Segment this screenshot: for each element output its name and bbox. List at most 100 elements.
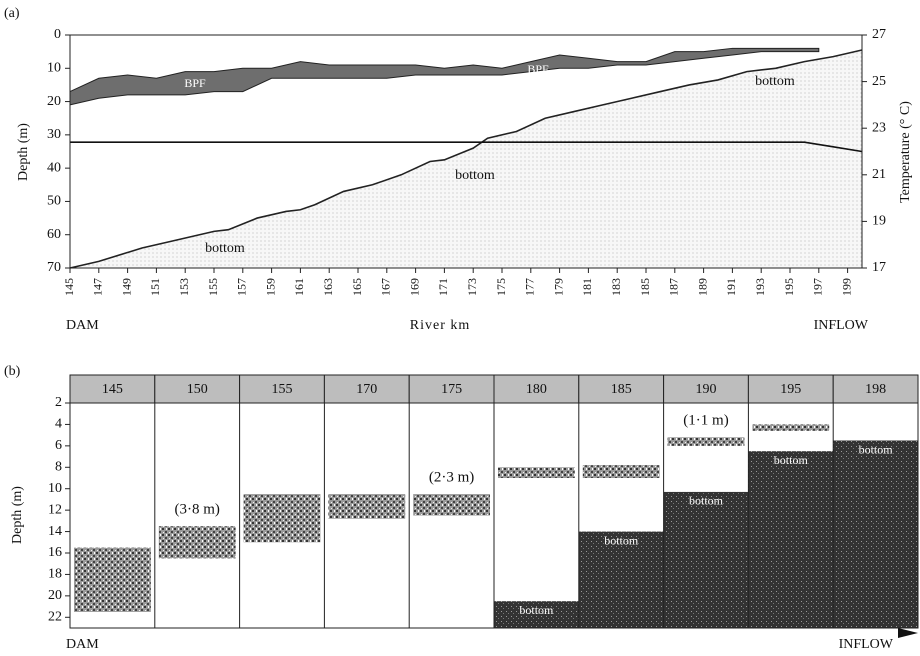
bottom-echo — [663, 491, 749, 628]
column-header — [69, 374, 156, 404]
y-tick-label: 14 — [48, 524, 62, 539]
x-tick-label: 171 — [436, 278, 450, 296]
right-note: INFLOW — [839, 637, 894, 652]
left-note: DAM — [66, 318, 99, 333]
inflow-arrow — [898, 628, 918, 638]
y2-tick-label: 27 — [872, 27, 886, 42]
y-tick-label: 10 — [47, 61, 61, 76]
fish-layer — [582, 465, 660, 478]
x-tick-label: 165 — [350, 278, 364, 296]
column-label: 180 — [526, 382, 547, 397]
y2-axis-title: Temperature (° C) — [898, 101, 913, 203]
column-header — [323, 374, 410, 404]
y-tick-label: 2 — [55, 395, 62, 410]
layer-note: (1·1 m) — [683, 413, 728, 429]
x-tick-label: 197 — [811, 278, 825, 296]
right-note: INFLOW — [814, 318, 869, 333]
column-label: 195 — [780, 382, 801, 397]
x-tick-label: 181 — [580, 278, 594, 296]
column-header — [832, 374, 919, 404]
y-tick-label: 6 — [55, 438, 62, 453]
column-label: 185 — [611, 382, 632, 397]
column-header — [578, 374, 665, 404]
echogram-border — [69, 402, 919, 629]
y-tick-label: 60 — [47, 227, 61, 242]
plot-border — [69, 34, 863, 269]
x-tick-label: 183 — [609, 278, 623, 296]
y-axis-title: Depth (m) — [16, 123, 31, 181]
x-tick-label: 177 — [523, 278, 537, 296]
x-tick-label: 161 — [292, 278, 306, 296]
annotation: BPF — [527, 62, 549, 76]
x-tick-label: 147 — [91, 278, 105, 296]
annotation: bottom — [755, 74, 795, 89]
layer-note: (3·8 m) — [174, 502, 219, 518]
y-tick-label: 18 — [48, 567, 62, 582]
column-label: 198 — [865, 382, 886, 397]
y2-tick-label: 25 — [872, 74, 886, 89]
bottom-label: bottom — [604, 533, 639, 547]
x-tick-label: 185 — [638, 278, 652, 296]
bottom-echo — [494, 601, 579, 628]
x-tick-label: 191 — [724, 278, 738, 296]
column-label: 155 — [272, 382, 293, 397]
y-tick-label: 12 — [48, 502, 62, 517]
x-tick-label: 173 — [465, 278, 479, 296]
annotation: bottom — [205, 241, 245, 256]
x-tick-label: 169 — [407, 278, 421, 296]
x-tick-label: 151 — [148, 278, 162, 296]
y-tick-label: 8 — [55, 460, 62, 475]
y-tick-label: 50 — [47, 194, 61, 209]
fish-layer — [328, 494, 406, 519]
left-note: DAM — [66, 637, 99, 652]
x-tick-label: 189 — [695, 278, 709, 296]
y-tick-label: 20 — [47, 94, 61, 109]
panel-label: (a) — [4, 6, 20, 21]
bottom-label: bottom — [689, 494, 724, 508]
y-tick-label: 22 — [48, 610, 62, 625]
column-label: 145 — [102, 382, 123, 397]
bottom-line — [69, 49, 863, 269]
x-tick-label: 167 — [379, 278, 393, 296]
bottom-label: bottom — [774, 453, 809, 467]
y-tick-label: 70 — [47, 260, 61, 275]
y-tick-label: 4 — [55, 417, 62, 432]
bottom-label: bottom — [859, 442, 894, 456]
x-tick-label: 175 — [494, 278, 508, 296]
x-tick-label: 149 — [119, 278, 133, 296]
x-tick-label: 195 — [782, 278, 796, 296]
y-tick-label: 20 — [48, 588, 62, 603]
fish-layer — [667, 437, 745, 446]
y-tick-label: 40 — [47, 160, 61, 175]
y2-tick-label: 19 — [872, 214, 886, 229]
y2-tick-label: 21 — [872, 167, 886, 182]
x-tick-label: 187 — [667, 278, 681, 296]
y-tick-label: 0 — [54, 27, 61, 42]
fish-layer — [413, 494, 490, 516]
bottom-echo — [748, 451, 834, 628]
x-tick-label: 199 — [839, 278, 853, 296]
x-tick-label: 179 — [551, 278, 565, 296]
column-label: 150 — [187, 382, 208, 397]
bottom-echo — [833, 440, 918, 628]
layer-note: (2·3 m) — [429, 470, 474, 486]
fish-layer — [158, 526, 236, 559]
column-header — [493, 374, 580, 404]
y2-tick-label: 17 — [872, 260, 886, 275]
bottom-label: bottom — [519, 603, 554, 617]
fish-layer — [498, 467, 575, 478]
column-label: 175 — [441, 382, 462, 397]
bottom-fill — [70, 49, 862, 268]
x-tick-label: 153 — [177, 278, 191, 296]
annotation: bottom — [455, 168, 495, 183]
y-tick-label: 10 — [48, 481, 62, 496]
x-tick-label: 159 — [263, 278, 277, 296]
x-tick-label: 157 — [235, 278, 249, 296]
x-axis-title: River km — [410, 318, 471, 333]
temperature-line — [70, 141, 863, 153]
x-tick-label: 145 — [62, 278, 76, 296]
fish-layer — [74, 547, 151, 612]
fish-layer — [243, 494, 321, 543]
panel-label: (b) — [4, 364, 21, 379]
